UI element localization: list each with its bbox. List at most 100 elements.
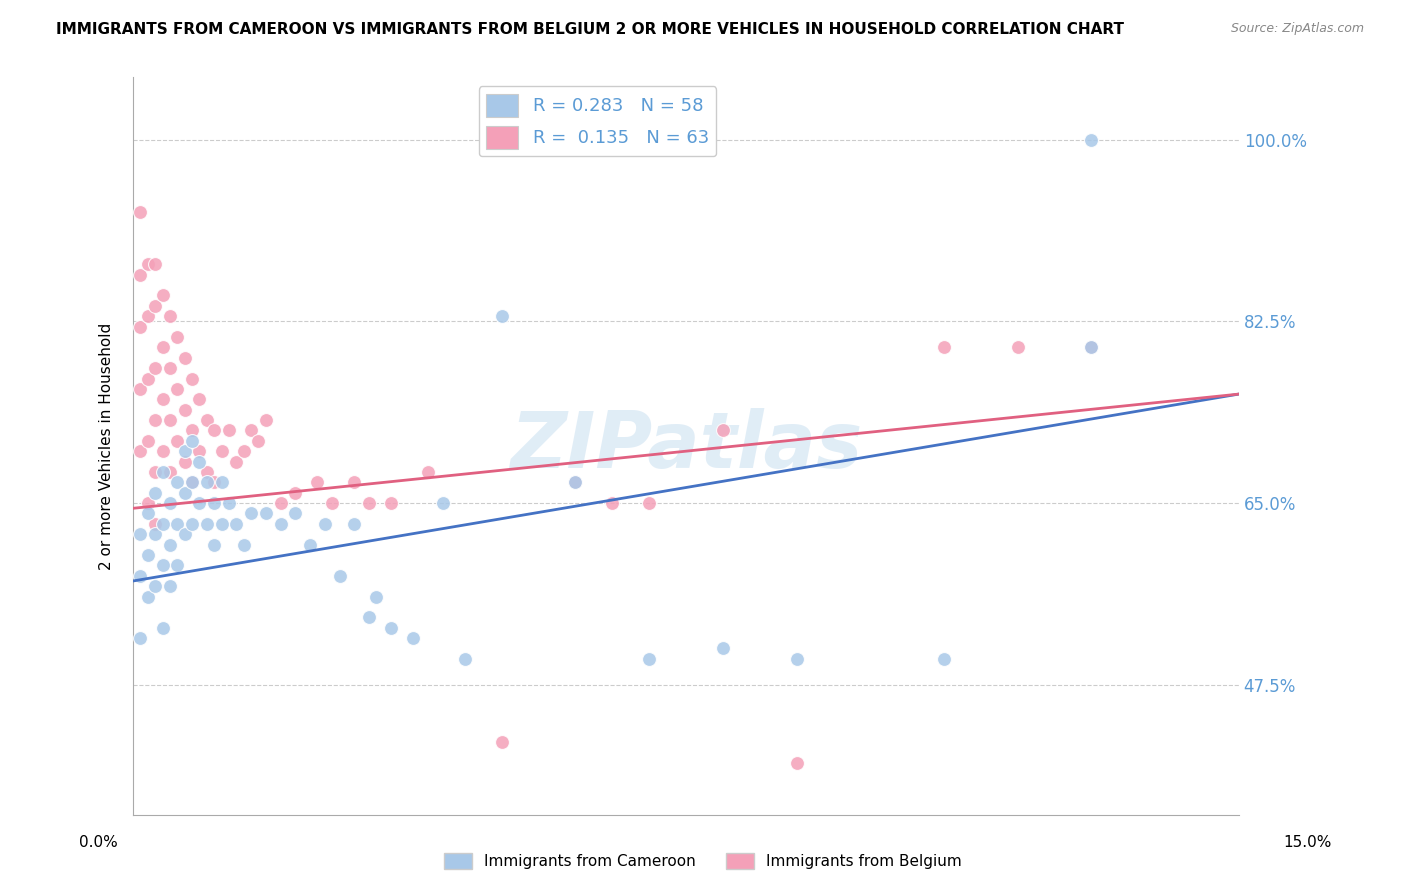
Point — [166, 382, 188, 396]
Point — [195, 475, 218, 490]
Point — [159, 361, 181, 376]
Point — [143, 579, 166, 593]
Point — [173, 454, 195, 468]
Point — [366, 590, 388, 604]
Point — [152, 558, 174, 573]
Point — [211, 475, 233, 490]
Point — [1080, 340, 1102, 354]
Point — [218, 424, 240, 438]
Point — [711, 424, 734, 438]
Point — [932, 652, 955, 666]
Y-axis label: 2 or more Vehicles in Household: 2 or more Vehicles in Household — [100, 322, 114, 570]
Point — [166, 516, 188, 531]
Point — [380, 496, 402, 510]
Point — [254, 413, 277, 427]
Point — [136, 507, 159, 521]
Point — [159, 465, 181, 479]
Point — [159, 579, 181, 593]
Point — [491, 735, 513, 749]
Point — [143, 527, 166, 541]
Point — [211, 444, 233, 458]
Text: IMMIGRANTS FROM CAMEROON VS IMMIGRANTS FROM BELGIUM 2 OR MORE VEHICLES IN HOUSEH: IMMIGRANTS FROM CAMEROON VS IMMIGRANTS F… — [56, 22, 1125, 37]
Point — [129, 444, 152, 458]
Point — [152, 392, 174, 407]
Point — [1007, 340, 1029, 354]
Point — [240, 507, 263, 521]
Point — [195, 516, 218, 531]
Point — [136, 590, 159, 604]
Point — [1080, 133, 1102, 147]
Point — [136, 496, 159, 510]
Point — [181, 516, 204, 531]
Point — [711, 641, 734, 656]
Point — [152, 516, 174, 531]
Point — [188, 454, 211, 468]
Point — [232, 538, 254, 552]
Point — [181, 371, 204, 385]
Point — [143, 485, 166, 500]
Point — [152, 444, 174, 458]
Point — [129, 631, 152, 645]
Point — [166, 330, 188, 344]
Point — [343, 475, 366, 490]
Point — [202, 496, 225, 510]
Point — [416, 465, 439, 479]
Point — [564, 475, 586, 490]
Point — [136, 310, 159, 324]
Point — [638, 652, 661, 666]
Text: ZIPatlas: ZIPatlas — [510, 408, 862, 484]
Point — [143, 299, 166, 313]
Point — [129, 382, 152, 396]
Point — [600, 496, 623, 510]
Point — [181, 475, 204, 490]
Point — [181, 424, 204, 438]
Point — [202, 475, 225, 490]
Point — [314, 516, 336, 531]
Point — [202, 424, 225, 438]
Point — [188, 444, 211, 458]
Point — [270, 516, 292, 531]
Point — [1080, 340, 1102, 354]
Point — [270, 496, 292, 510]
Point — [932, 340, 955, 354]
Point — [129, 568, 152, 582]
Point — [159, 496, 181, 510]
Point — [143, 257, 166, 271]
Point — [188, 392, 211, 407]
Point — [357, 496, 380, 510]
Point — [254, 507, 277, 521]
Point — [152, 465, 174, 479]
Point — [240, 424, 263, 438]
Point — [284, 485, 307, 500]
Point — [129, 319, 152, 334]
Point — [225, 454, 247, 468]
Point — [166, 434, 188, 448]
Point — [211, 516, 233, 531]
Point — [173, 527, 195, 541]
Point — [136, 257, 159, 271]
Point — [321, 496, 343, 510]
Point — [173, 485, 195, 500]
Point — [218, 496, 240, 510]
Point — [284, 507, 307, 521]
Point — [232, 444, 254, 458]
Point — [786, 756, 808, 770]
Point — [786, 652, 808, 666]
Point — [159, 538, 181, 552]
Point — [247, 434, 270, 448]
Point — [152, 340, 174, 354]
Legend: R = 0.283   N = 58, R =  0.135   N = 63: R = 0.283 N = 58, R = 0.135 N = 63 — [478, 87, 716, 156]
Point — [159, 310, 181, 324]
Point — [564, 475, 586, 490]
Point — [298, 538, 321, 552]
Legend: Immigrants from Cameroon, Immigrants from Belgium: Immigrants from Cameroon, Immigrants fro… — [439, 847, 967, 875]
Point — [380, 621, 402, 635]
Point — [491, 310, 513, 324]
Text: 15.0%: 15.0% — [1284, 836, 1331, 850]
Point — [195, 413, 218, 427]
Point — [328, 568, 350, 582]
Point — [152, 621, 174, 635]
Point — [432, 496, 454, 510]
Point — [195, 465, 218, 479]
Point — [188, 496, 211, 510]
